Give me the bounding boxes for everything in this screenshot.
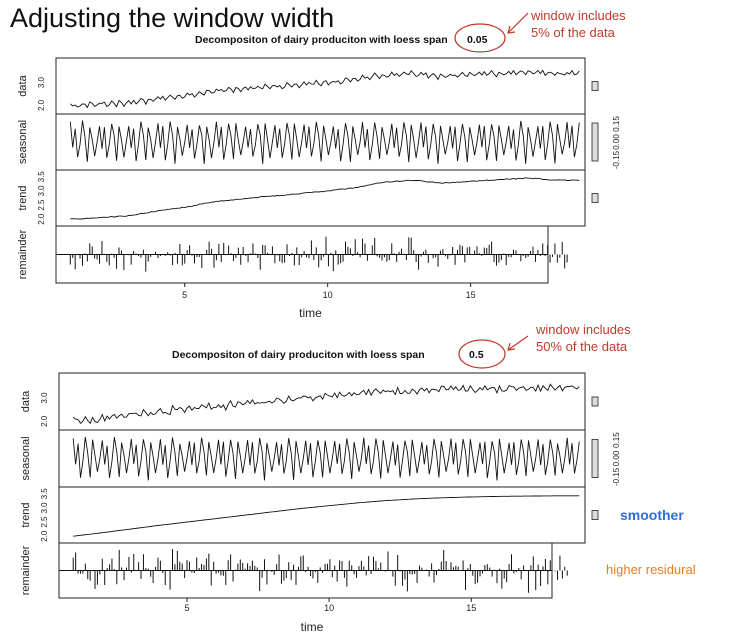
y-tick-label: 2.0 [37,99,46,111]
scale-bar [591,193,599,203]
y-axis-label-trend: trend [17,185,29,210]
scale-bar [591,81,599,91]
data-series-line [72,383,580,425]
panel-frame [58,429,586,488]
x-axis-label: time [301,620,324,634]
annotation-arrow [507,12,529,34]
y-tick-label: 3.0 [40,502,49,514]
trend-series-line [70,177,580,220]
seasonal-series-line [72,436,580,481]
panel-frame [55,113,586,171]
x-tick-label: 15 [466,603,476,613]
y-axis-label-data: data [17,74,29,96]
annotation-arrowhead [507,342,516,351]
annotation-line-1: window includes [535,322,631,337]
y-axis-label-remainder: remainder [20,545,32,595]
y-tick-label: -0.15 [612,150,621,169]
y-tick-label: 0.00 [612,134,621,150]
panel-seasonal: seasonal -0.150.00 0.15 [17,113,621,171]
y-axis-label-data: data [20,390,32,412]
x-tick-label: 5 [182,290,187,300]
y-tick-label: 3.0 [37,76,46,88]
scale-bar [591,122,599,162]
chart-title: Decompositon of dairy produciton with lo… [195,34,448,46]
panel-data: data 2.0 3.0 [17,57,599,115]
decomposition-chart-span-0-05: Decompositon of dairy produciton with lo… [17,8,626,320]
x-tick-label: 5 [184,603,189,613]
panel-data: data 2.0 3.0 [20,372,599,431]
y-tick-label: 2.0 [40,530,49,542]
y-tick-label: 3.5 [40,488,49,500]
y-tick-label: 0.15 [612,116,621,132]
annotation-line-2: 50% of the data [536,339,628,354]
x-tick-label: 10 [323,290,333,300]
y-tick-label: 2.0 [40,415,49,427]
panel-trend: trend 2.0 2.5 3.0 3.5 [20,486,599,544]
x-axis-label: time [299,306,322,320]
panel-frame [55,57,586,115]
higher-residual-note: higher residural [606,562,696,577]
span-highlight-ring [454,23,506,53]
seasonal-series-line [69,120,580,165]
y-axis-label-seasonal: seasonal [17,120,29,164]
scale-bar [591,439,599,478]
scale-bar [591,510,599,520]
panel-frame [58,486,586,544]
y-axis-label-trend: trend [20,502,32,527]
y-tick-label: 0.15 [612,432,621,448]
annotation-arrowhead [507,25,516,34]
x-tick-label: 15 [466,290,476,300]
panel-frame [55,169,586,227]
x-tick-label: 10 [324,603,334,613]
panel-remainder: remainder [17,225,568,284]
y-axis-label-remainder: remainder [17,229,29,279]
y-tick-label: 2.5 [37,199,46,211]
y-tick-label: 2.0 [37,213,46,225]
slide-title: Adjusting the window width [10,3,334,33]
annotation-arrow [507,335,529,351]
decomposition-chart-span-0-5: Decompositon of dairy produciton with lo… [20,322,631,634]
data-series-line [69,69,580,109]
loess-span-value: 0.05 [467,34,488,46]
panel-seasonal: seasonal -0.150.00 0.15 [20,429,621,488]
loess-span-value: 0.5 [469,349,484,361]
panel-trend: trend 2.0 2.5 3.0 3.5 [17,169,599,227]
smoother-note: smoother [620,507,684,523]
chart-title: Decompositon of dairy produciton with lo… [172,349,425,361]
y-tick-label: 3.0 [40,392,49,404]
y-axis-label-seasonal: seasonal [20,436,32,480]
annotation-line-2: 5% of the data [531,25,616,40]
y-tick-label: 3.0 [37,185,46,197]
span-highlight-ring [458,339,506,369]
annotation-line-1: window includes [530,8,626,23]
panel-remainder: remainder [20,542,568,599]
y-tick-label: 0.00 [612,450,621,466]
scale-bar [591,396,599,407]
trend-series-line [73,495,580,537]
y-tick-label: -0.15 [612,467,621,486]
y-tick-label: 3.5 [37,171,46,183]
panel-frame [58,372,586,431]
y-tick-label: 2.5 [40,516,49,528]
